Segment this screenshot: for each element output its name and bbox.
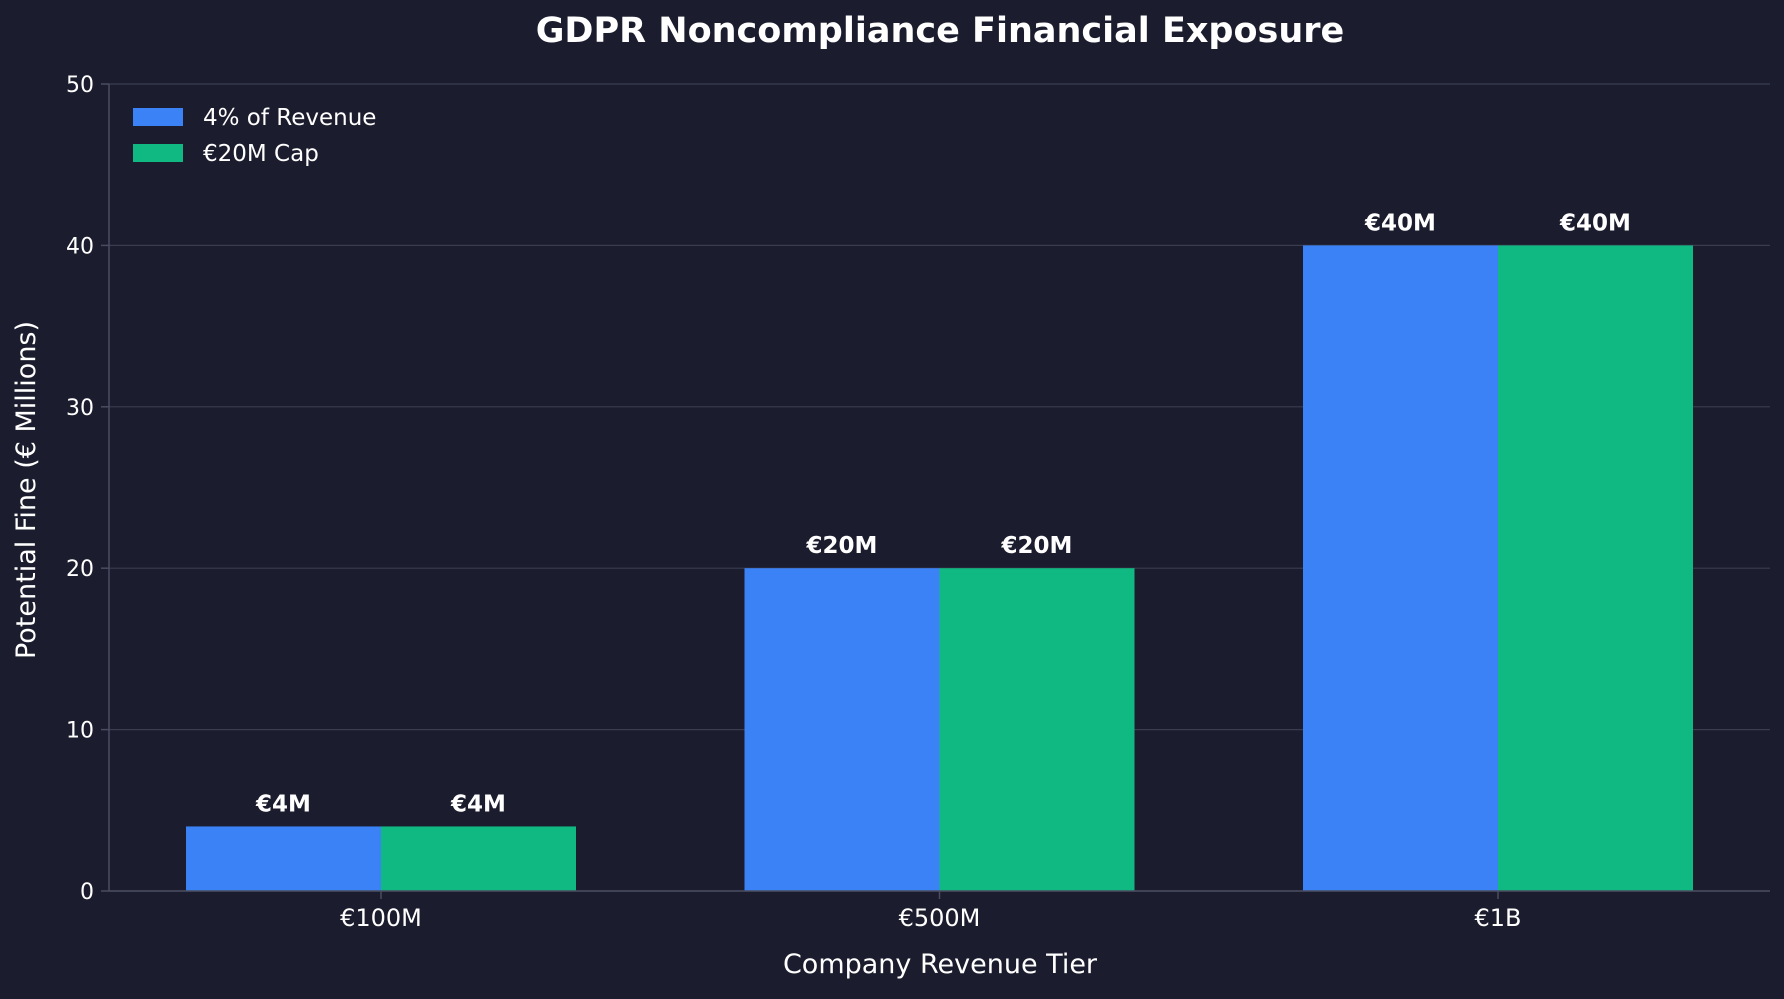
bar <box>1303 245 1498 891</box>
legend-label-20m-cap: €20M Cap <box>203 141 319 167</box>
legend-swatch-4pct-revenue <box>133 108 183 126</box>
x-tick-label: €100M <box>340 904 422 932</box>
x-tick-label: €500M <box>899 904 981 932</box>
y-tick-label: 50 <box>66 73 94 98</box>
y-tick-label: 40 <box>66 234 94 259</box>
data-labels: €4M €4M €20M €20M €40M €40M <box>255 210 1631 817</box>
x-axis-label: Company Revenue Tier <box>783 949 1098 980</box>
y-axis: 0 10 20 30 40 50 <box>66 73 110 905</box>
y-tick-label: 10 <box>66 719 94 744</box>
chart-title: GDPR Noncompliance Financial Exposure <box>536 11 1345 51</box>
legend-swatch-20m-cap <box>133 144 183 162</box>
bar <box>186 826 381 891</box>
data-label: €20M <box>1001 533 1073 559</box>
data-label: €40M <box>1364 210 1436 236</box>
data-label: €40M <box>1559 210 1631 236</box>
legend: 4% of Revenue €20M Cap <box>133 105 376 167</box>
bars <box>186 245 1693 891</box>
x-tick-label: €1B <box>1474 904 1521 932</box>
data-label: €4M <box>450 791 506 817</box>
legend-label-4pct-revenue: 4% of Revenue <box>203 105 376 131</box>
bar <box>939 568 1135 891</box>
x-axis: €100M €500M €1B <box>109 890 1770 932</box>
data-label: €4M <box>255 791 311 817</box>
bar <box>1498 245 1693 891</box>
y-axis-label: Potential Fine (€ Millions) <box>11 321 42 659</box>
y-tick-label: 30 <box>66 396 94 421</box>
y-tick-label: 20 <box>66 557 94 582</box>
y-tick-label: 0 <box>80 880 94 905</box>
bar <box>744 568 940 891</box>
bar <box>381 826 576 891</box>
data-label: €20M <box>806 533 878 559</box>
